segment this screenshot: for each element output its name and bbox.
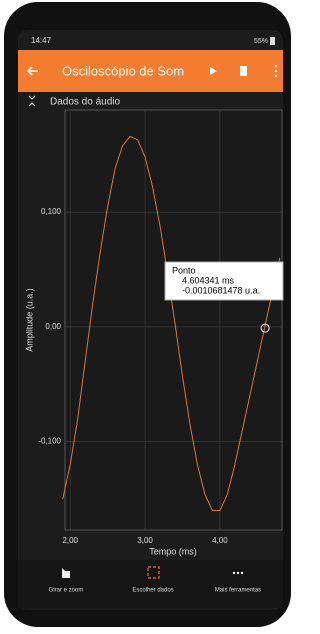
plot-area <box>65 110 282 530</box>
battery-icon <box>270 37 275 45</box>
y-tick-label: 0,00 <box>45 322 61 331</box>
chart-title: Dados do áudio <box>50 97 120 108</box>
nav-item[interactable]: Mais ferramentas <box>215 588 261 594</box>
nav-item[interactable]: Girar e zoom <box>49 588 84 594</box>
nav-icon-more <box>233 572 243 574</box>
phone-screen: 14:47 55% Osciloscópio de Som Dados do á… <box>0 0 295 629</box>
y-tick-label: 0,100 <box>41 207 62 216</box>
tooltip-title: Ponto <box>172 265 196 275</box>
x-tick-label: 2,00 <box>62 536 78 545</box>
menu-button[interactable] <box>275 65 277 77</box>
delete-button[interactable] <box>240 66 247 76</box>
x-axis-label: Tempo (ms) <box>149 546 197 556</box>
y-tick-label: -0,100 <box>38 437 61 446</box>
app-title: Osciloscópio de Som <box>62 63 184 78</box>
tooltip-y: -0.0010681478 u.a. <box>182 285 260 295</box>
tooltip-x: 4.604341 ms <box>182 275 235 285</box>
status-battery: 55% <box>254 38 268 45</box>
status-time: 14:47 <box>31 36 52 45</box>
x-tick-label: 4,00 <box>212 536 228 545</box>
x-tick-label: 3,00 <box>137 536 153 545</box>
nav-item[interactable]: Escolher dados <box>132 588 173 594</box>
y-axis-label: Amplitude (u.a.) <box>24 288 34 352</box>
